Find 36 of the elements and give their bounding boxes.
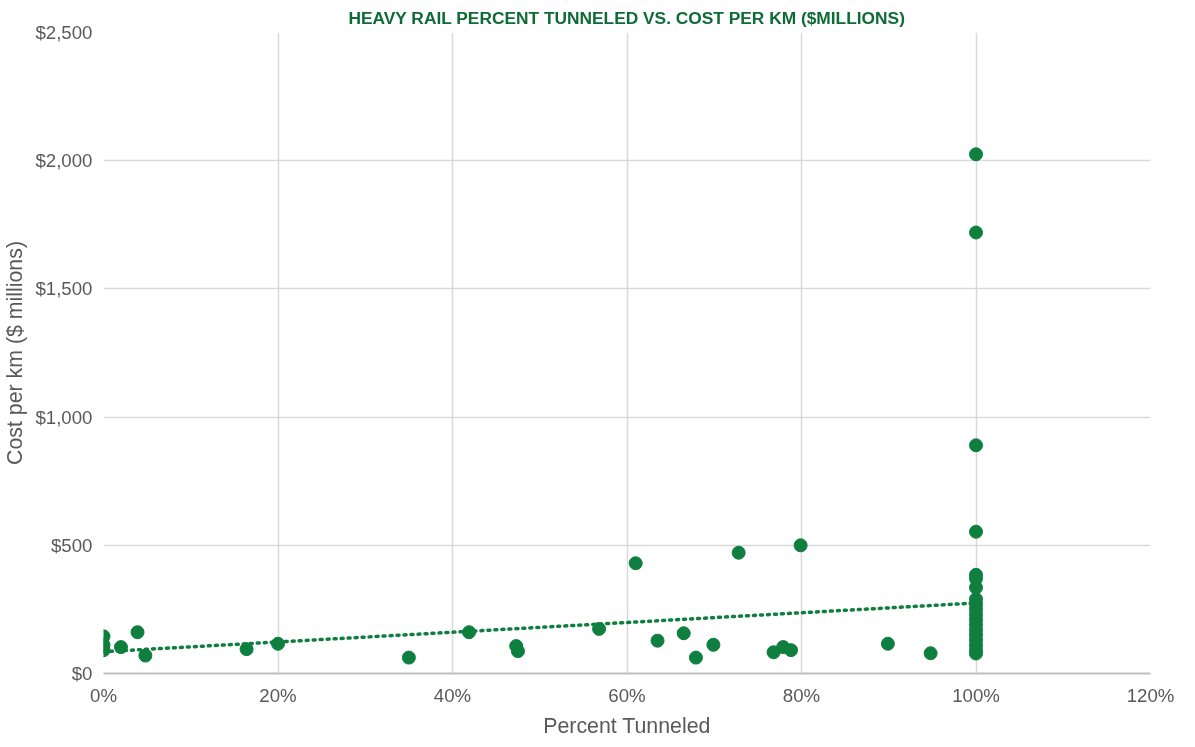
- y-tick-label: $1,500: [35, 278, 93, 300]
- point: [401, 650, 416, 665]
- point: [784, 643, 799, 658]
- point: [706, 637, 721, 652]
- point: [650, 633, 665, 648]
- y-axis-title: Cost per km ($ millions): [3, 240, 28, 465]
- y-tick-label: $0: [71, 663, 93, 684]
- x-tick-label: 40%: [433, 684, 472, 706]
- point: [766, 645, 781, 660]
- x-tick-label: 20%: [259, 684, 297, 706]
- x-tick-label: 0%: [90, 684, 117, 706]
- point: [130, 625, 145, 640]
- x-axis-title: Percent Tunneled: [543, 713, 711, 738]
- x-tick-label: 60%: [608, 684, 646, 706]
- x-tick-label: 100%: [952, 684, 1000, 706]
- point: [969, 225, 983, 240]
- point: [628, 556, 643, 571]
- point: [138, 648, 153, 663]
- y-tick-label: $500: [51, 534, 93, 556]
- point: [239, 642, 254, 657]
- point: [676, 626, 691, 641]
- x-tick-label: 120%: [1126, 684, 1175, 706]
- point: [731, 545, 746, 560]
- y-tick-label: $1,000: [35, 406, 93, 428]
- point: [510, 644, 525, 659]
- point: [969, 438, 983, 453]
- y-tick-label: $2,000: [35, 150, 93, 172]
- x-tick-label: 80%: [782, 684, 821, 706]
- point: [880, 636, 895, 651]
- point: [969, 524, 983, 539]
- point: [793, 538, 808, 553]
- chart-title: HEAVY RAIL PERCENT TUNNELED VS. COST PER KM ($MILLIONS): [348, 7, 905, 28]
- point: [923, 646, 938, 661]
- point: [969, 147, 983, 162]
- point: [688, 650, 703, 665]
- y-tick-label: $2,500: [35, 22, 93, 43]
